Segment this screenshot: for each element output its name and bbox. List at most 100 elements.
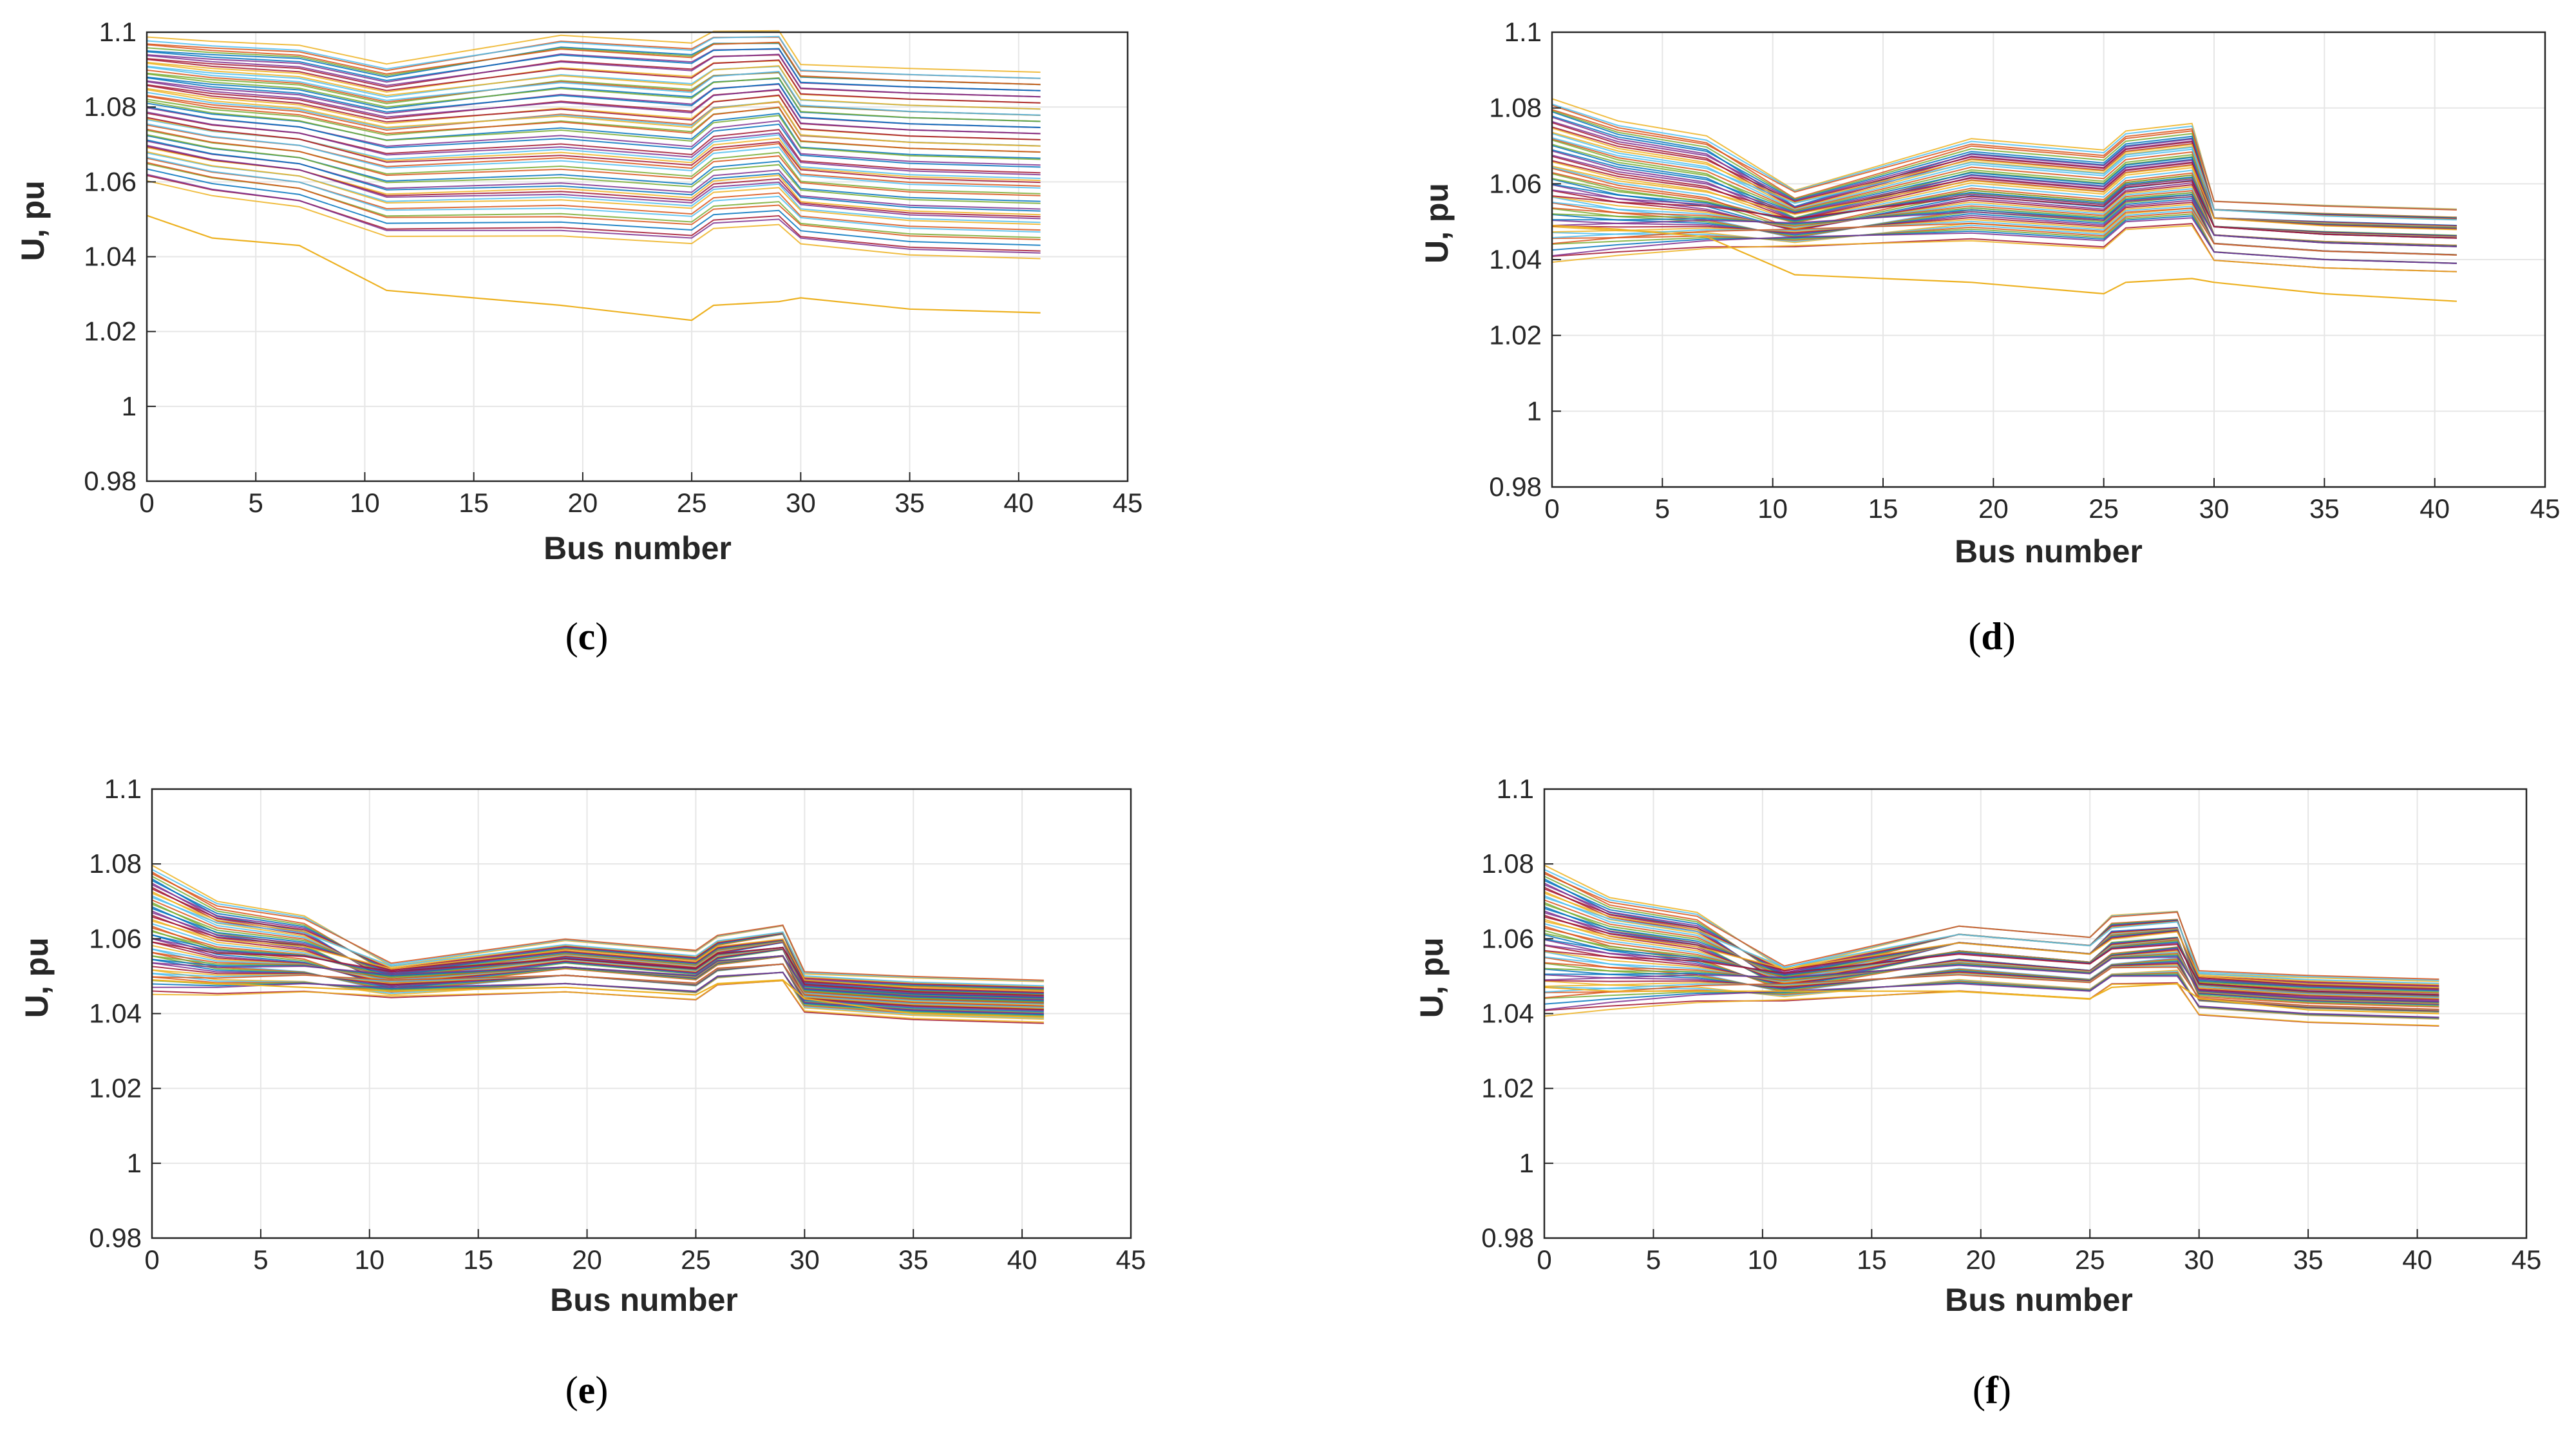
x-tick-label: 10	[1748, 1245, 1778, 1275]
y-tick-label: 1.1	[1504, 17, 1542, 47]
x-tick-label: 40	[1007, 1245, 1037, 1275]
y-tick-label: 1.02	[84, 316, 137, 347]
series-line	[146, 128, 1041, 196]
series-line	[146, 77, 1041, 128]
series-line	[146, 73, 1041, 122]
x-tick-label: 30	[2199, 493, 2230, 524]
x-tick-label: 40	[1003, 488, 1034, 518]
y-tick-label: 1.06	[1481, 923, 1534, 953]
series-line	[1544, 873, 2439, 980]
panel-e: 0 5 10 15 20 25 30 35 40 45 0.98 1 1.02 1.04 1.06 1.08 1…	[19, 774, 1146, 1411]
series-line	[146, 151, 1041, 225]
y-axis-label: U, pu	[19, 937, 55, 1018]
series-line	[1551, 137, 2457, 221]
series-line	[151, 864, 1044, 982]
y-tick-label: 0.98	[89, 1223, 142, 1253]
series-line-lowest	[146, 215, 1041, 321]
x-tick-label: 15	[459, 488, 489, 518]
y-tick-label: 1	[122, 391, 137, 421]
series-line	[146, 81, 1041, 135]
x-tick-label: 45	[2512, 1245, 2542, 1275]
series-line	[146, 41, 1041, 86]
series-line	[151, 920, 1044, 992]
x-tick-label: 35	[2309, 493, 2340, 524]
series-line	[151, 868, 1044, 982]
y-tick-label: 1.08	[1489, 93, 1542, 123]
x-tick-label: 40	[2420, 493, 2450, 524]
series-line	[1551, 196, 2457, 247]
series-line	[151, 880, 1044, 989]
series-line	[151, 873, 1044, 981]
y-tick-label: 1.1	[99, 17, 137, 47]
x-tick-label: 45	[1113, 488, 1143, 518]
y-tick-label: 1.02	[1489, 320, 1542, 350]
caption-open: (	[1968, 615, 1981, 658]
series-line	[146, 134, 1041, 204]
y-tick-label: 1.04	[89, 998, 142, 1029]
x-tick-label: 0	[139, 488, 154, 518]
caption-letter: d	[1981, 615, 2002, 658]
y-tick-label: 1	[1519, 1148, 1534, 1178]
x-axis-label: Bus number	[544, 530, 732, 566]
y-tick-label: 0.98	[84, 466, 137, 496]
x-tick-label: 35	[895, 488, 925, 518]
series-line	[146, 173, 1041, 254]
series-line	[146, 139, 1041, 212]
series-line	[151, 888, 1044, 988]
x-tick-label: 30	[786, 488, 816, 518]
x-tick-label: 10	[350, 488, 380, 518]
series-group	[1551, 98, 2457, 302]
series-group	[146, 30, 1041, 321]
caption-close: )	[595, 615, 608, 658]
x-tick-label: 0	[1544, 493, 1559, 524]
y-tick-label: 1.1	[104, 774, 142, 804]
series-line	[146, 144, 1041, 220]
series-line	[146, 48, 1041, 91]
y-axis-label: U, pu	[1414, 937, 1450, 1018]
x-tick-label: 5	[253, 1245, 268, 1275]
y-tick-label: 1.02	[1481, 1073, 1534, 1103]
x-tick-label: 10	[1757, 493, 1788, 524]
series-line	[152, 971, 1044, 1015]
series-line	[151, 980, 1044, 1023]
y-tick-label: 1.06	[1489, 168, 1542, 198]
series-line	[146, 53, 1041, 98]
series-line	[1544, 897, 2439, 984]
series-line	[146, 117, 1041, 184]
x-axis-label: Bus number	[1955, 533, 2143, 569]
x-tick-label: 15	[1868, 493, 1899, 524]
series-line	[146, 168, 1041, 246]
caption-letter: c	[578, 615, 596, 658]
series-line	[146, 84, 1041, 140]
series-line	[1551, 225, 2457, 272]
x-tick-label: 15	[1857, 1245, 1887, 1275]
series-line	[1551, 207, 2457, 256]
series-line	[1544, 956, 2439, 1002]
series-line	[1551, 164, 2457, 231]
x-tick-label: 15	[463, 1245, 493, 1275]
y-tick-label: 0.98	[1489, 472, 1542, 502]
series-group	[1544, 864, 2439, 1027]
x-tick-label: 30	[2184, 1245, 2214, 1275]
panel-caption: (c)	[565, 615, 609, 658]
series-line-lowest	[151, 979, 1044, 1018]
series-line-lowest	[1551, 225, 2457, 302]
caption-open: (	[565, 615, 578, 658]
series-line	[1551, 180, 2457, 239]
y-axis-label: U, pu	[1419, 183, 1455, 263]
panel-caption: (f)	[1973, 1369, 2011, 1411]
caption-close: )	[1998, 1369, 2011, 1411]
y-tick-label: 1.1	[1497, 774, 1534, 804]
x-tick-label: 5	[249, 488, 263, 518]
x-tick-label: 20	[1965, 1245, 1996, 1275]
series-line	[146, 30, 1041, 73]
x-axis-label: Bus number	[1945, 1282, 2133, 1318]
x-tick-label: 20	[1978, 493, 2009, 524]
series-line	[151, 911, 1044, 994]
y-tick-label: 0.98	[1481, 1223, 1534, 1253]
series-line	[1544, 975, 2439, 1018]
y-tick-label: 1.06	[89, 923, 142, 953]
panel-c: 0 5 10 15 20 25 30 35 40 45 0.98 1 1.02 1.04 1.06 1.08 1…	[15, 17, 1142, 658]
series-line	[146, 66, 1041, 116]
series-line	[146, 59, 1041, 104]
